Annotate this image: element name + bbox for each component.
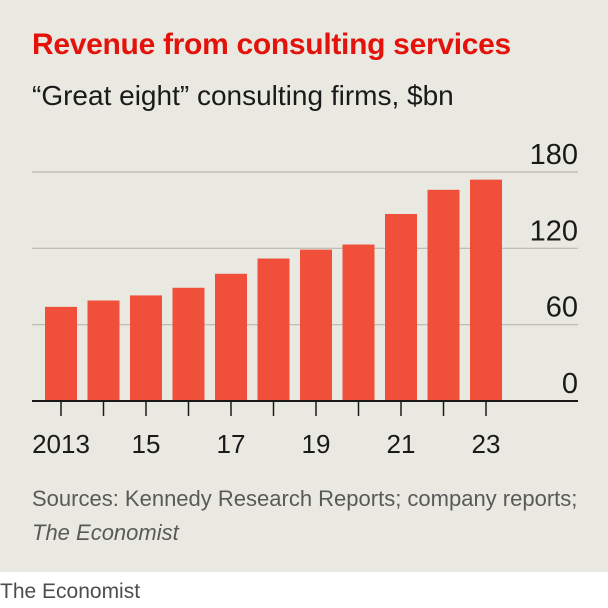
x-tick-label: 15 (132, 429, 161, 459)
source-text: Sources: Kennedy Research Reports; compa… (32, 486, 578, 511)
y-tick-label: 120 (530, 215, 578, 247)
y-tick-label: 60 (546, 292, 578, 324)
bar (257, 258, 290, 401)
bar (427, 189, 460, 401)
x-tick-label: 19 (302, 429, 331, 459)
x-tick-label: 17 (217, 429, 246, 459)
x-tick-label: 21 (387, 429, 416, 459)
bar (172, 287, 205, 401)
chart-subtitle: “Great eight” consulting firms, $bn (32, 80, 454, 111)
publisher-credit: The Economist (0, 580, 141, 603)
x-tick-label: 2013 (32, 429, 90, 459)
bar (215, 273, 247, 401)
bar (130, 295, 162, 401)
bar (385, 213, 417, 401)
bar (45, 306, 77, 401)
bar (342, 244, 375, 401)
chart-card: Revenue from consulting services “Great … (0, 0, 608, 572)
source-note: Sources: Kennedy Research Reports; compa… (32, 482, 592, 550)
bar (300, 249, 332, 401)
x-tick-label: 23 (472, 429, 501, 459)
bar (87, 300, 120, 401)
bar-chart: 0 60 120 180 2013 15 17 19 21 23 (32, 139, 578, 459)
y-tick-label: 0 (562, 368, 578, 400)
source-publication: The Economist (32, 520, 179, 545)
bar (470, 179, 502, 401)
chart-title: Revenue from consulting services (32, 28, 511, 61)
y-tick-label: 180 (530, 139, 578, 171)
